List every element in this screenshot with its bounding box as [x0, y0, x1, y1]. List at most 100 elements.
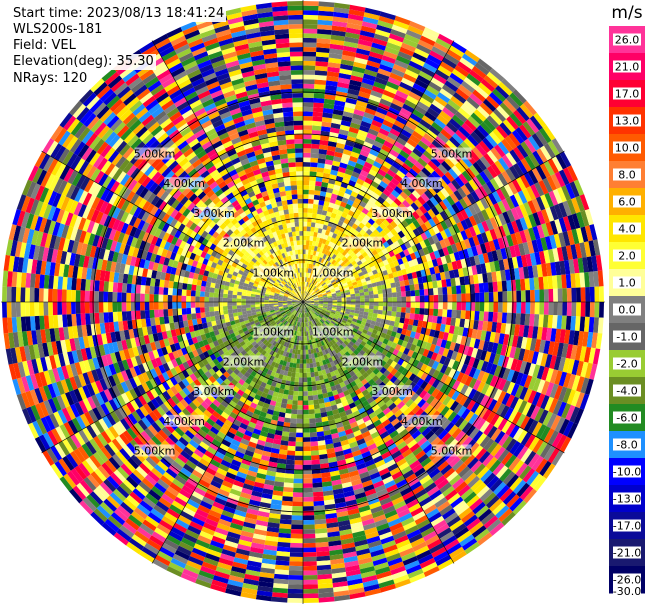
velocity-cell: [340, 278, 346, 283]
velocity-cell: [402, 274, 409, 281]
velocity-cell: [310, 450, 320, 456]
velocity-cell: [341, 304, 347, 307]
velocity-cell: [342, 149, 352, 156]
velocity-cell: [318, 302, 324, 305]
velocity-cell: [290, 533, 303, 539]
velocity-cell: [327, 283, 333, 288]
velocity-cell: [410, 56, 425, 67]
velocity-cell: [309, 240, 313, 246]
velocity-cell: [314, 287, 319, 292]
velocity-cell: [393, 173, 403, 183]
velocity-cell: [313, 102, 324, 108]
velocity-cell: [364, 298, 370, 302]
velocity-cell: [315, 251, 320, 257]
velocity-cell: [303, 441, 311, 447]
velocity-cell: [331, 254, 337, 260]
velocity-cell: [361, 165, 371, 174]
velocity-cell: [452, 213, 461, 224]
velocity-cell: [371, 144, 382, 153]
velocity-cell: [577, 257, 585, 273]
velocity-cell: [424, 302, 430, 309]
velocity-cell: [304, 296, 308, 301]
velocity-cell: [503, 183, 514, 197]
velocity-cell: [548, 288, 554, 302]
velocity-cell: [384, 156, 395, 166]
velocity-cell: [488, 311, 494, 322]
velocity-cell: [307, 208, 313, 214]
velocity-cell: [369, 298, 374, 302]
velocity-cell: [497, 302, 503, 313]
velocity-cell: [456, 285, 462, 294]
velocity-cell: [478, 82, 493, 96]
velocity-cell: [288, 436, 296, 442]
velocity-cell: [323, 277, 329, 283]
velocity-cell: [599, 302, 604, 318]
velocity-cell: [509, 112, 523, 127]
velocity-cell: [501, 280, 508, 292]
velocity-cell: [303, 451, 311, 456]
velocity-cell: [505, 196, 515, 210]
velocity-cell: [448, 45, 465, 58]
velocity-cell: [540, 145, 552, 161]
velocity-cell: [571, 287, 577, 302]
velocity-cell: [425, 85, 440, 96]
velocity-cell: [483, 282, 489, 293]
velocity-cell: [372, 286, 378, 291]
velocity-cell: [308, 409, 315, 415]
velocity-cell: [531, 133, 544, 149]
velocity-cell: [303, 386, 308, 392]
velocity-cell: [433, 250, 441, 259]
velocity-cell: [335, 147, 344, 154]
velocity-cell: [356, 133, 367, 142]
velocity-cell: [513, 146, 525, 161]
velocity-cell: [331, 259, 337, 265]
velocity-cell: [497, 200, 507, 214]
velocity-cell: [399, 280, 405, 287]
velocity-cell: [304, 300, 310, 302]
velocity-cell: [399, 46, 415, 57]
velocity-cell: [366, 211, 374, 219]
velocity-cell: [318, 6, 334, 12]
velocity-cell: [314, 281, 318, 286]
velocity-cell: [371, 192, 380, 200]
velocity-cell: [347, 160, 357, 167]
velocity-cell: [412, 236, 420, 245]
velocity-cell: [452, 294, 457, 302]
velocity-cell: [323, 302, 328, 304]
velocity-cell: [321, 121, 332, 128]
velocity-cell: [391, 189, 400, 198]
velocity-cell: [312, 292, 317, 296]
velocity-cell: [597, 270, 604, 287]
velocity-cell: [352, 186, 361, 194]
velocity-cell: [336, 295, 342, 299]
velocity-cell: [369, 51, 384, 60]
velocity-cell: [356, 204, 365, 212]
velocity-cell: [409, 151, 421, 161]
velocity-cell: [477, 222, 486, 234]
velocity-cell: [439, 110, 452, 122]
velocity-cell: [303, 290, 305, 296]
velocity-cell: [312, 279, 316, 285]
velocity-cell: [293, 478, 303, 484]
velocity-cell: [347, 249, 354, 255]
velocity-cell: [409, 134, 421, 145]
velocity-cell: [395, 286, 402, 293]
velocity-cell: [435, 232, 444, 242]
velocity-cell: [279, 519, 292, 525]
velocity-cell: [300, 354, 303, 360]
velocity-cell: [551, 138, 564, 154]
velocity-cell: [433, 294, 439, 302]
velocity-cell: [488, 240, 496, 252]
velocity-cell: [482, 272, 488, 283]
velocity-cell: [338, 129, 349, 136]
velocity-cell: [390, 266, 397, 273]
velocity-cell: [482, 252, 490, 264]
velocity-cell: [313, 250, 317, 256]
velocity-cell: [460, 310, 466, 319]
velocity-cell: [344, 188, 353, 196]
velocity-cell: [582, 257, 589, 273]
velocity-cell: [303, 492, 314, 498]
velocity-cell: [328, 241, 334, 247]
velocity-cell: [356, 193, 364, 201]
velocity-cell: [423, 238, 431, 247]
